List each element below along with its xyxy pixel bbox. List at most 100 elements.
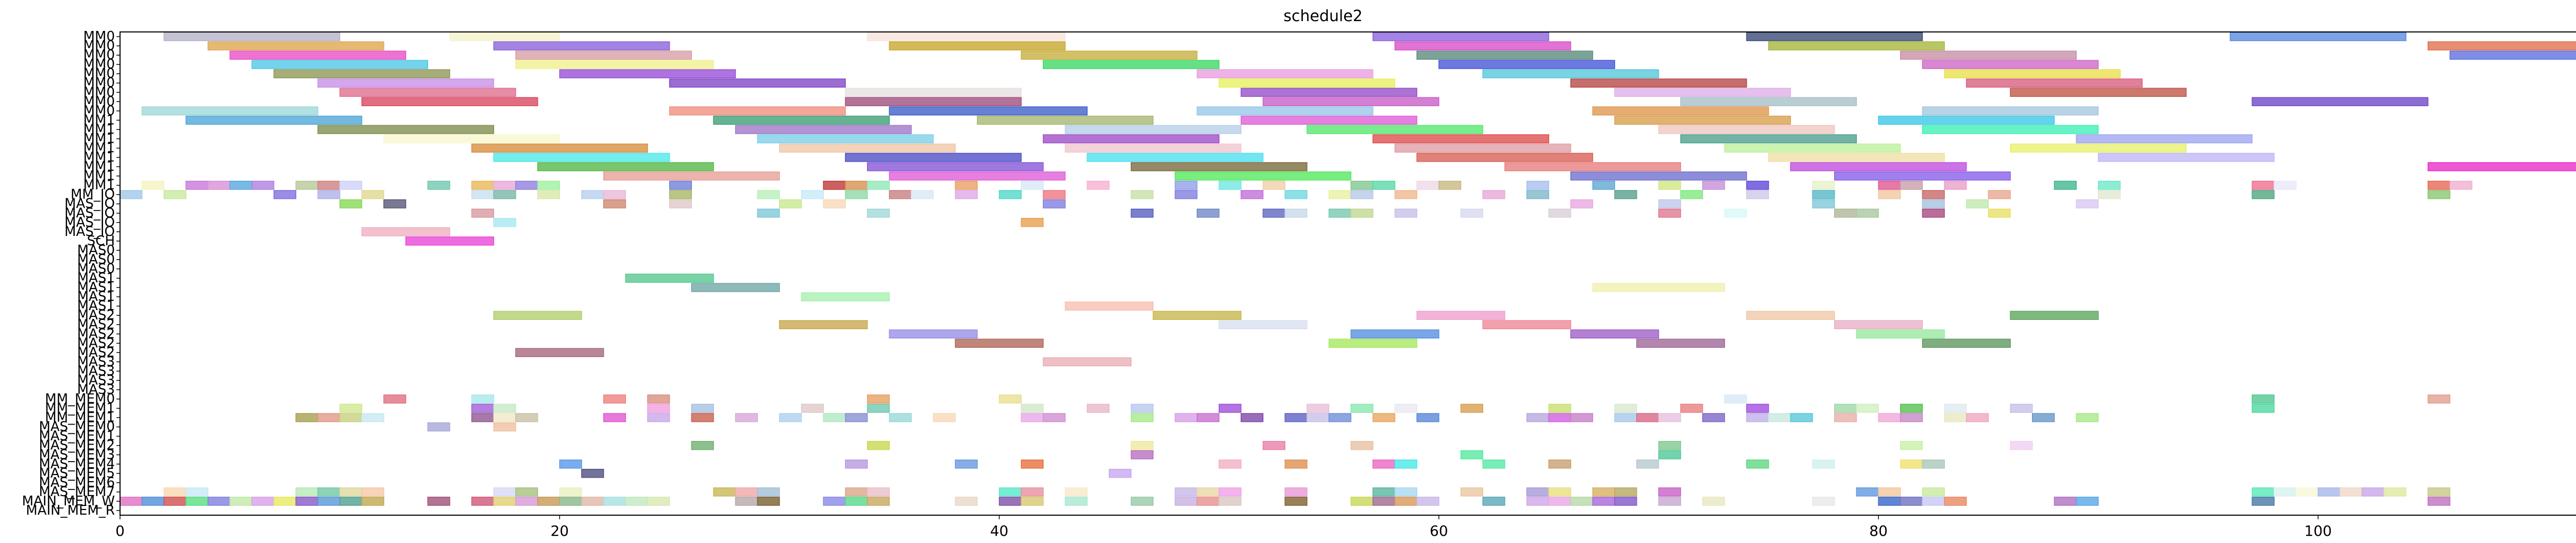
task-bar: [1460, 403, 1483, 413]
task-bar: [361, 227, 450, 236]
task-bar: [295, 497, 318, 506]
task-bar: [669, 199, 692, 209]
y-tick-label: MAS_MEM0: [39, 419, 115, 435]
task-bar: [559, 460, 582, 469]
task-bar: [2076, 413, 2099, 422]
task-bar: [2054, 497, 2077, 506]
task-bar: [955, 497, 978, 506]
task-bar: [1944, 413, 1967, 422]
task-bar: [2449, 50, 2576, 60]
task-bar: [1482, 69, 1659, 78]
task-bar: [889, 41, 1066, 50]
task-bar: [1856, 403, 1879, 413]
task-bar: [1900, 460, 1923, 469]
task-bar: [1570, 171, 1747, 181]
task-bar: [251, 60, 429, 69]
task-bar: [1130, 413, 1154, 422]
y-tick-label: MM0: [83, 29, 115, 44]
task-bar: [845, 97, 1022, 107]
y-tick-label: MAS_MEM6: [39, 475, 115, 490]
task-bar: [1350, 208, 1374, 218]
task-bar: [1900, 403, 1923, 413]
task-bar: [1416, 311, 1505, 320]
task-bar: [1175, 497, 1198, 506]
task-bar: [295, 180, 318, 190]
task-bar: [691, 283, 780, 292]
task-bar: [339, 199, 363, 209]
task-bar: [1394, 190, 1417, 199]
task-bar: [2274, 487, 2297, 497]
task-bar: [2274, 180, 2297, 190]
task-bar: [1922, 487, 1945, 497]
task-bar: [2427, 487, 2451, 497]
task-bar: [1658, 497, 1681, 506]
task-bar: [1922, 208, 1945, 218]
task-bar: [1812, 460, 1835, 469]
task-bar: [801, 403, 824, 413]
task-bar: [1241, 190, 1264, 199]
task-bar: [1922, 125, 2099, 134]
task-bar: [1284, 208, 1308, 218]
task-bar: [1526, 180, 1549, 190]
task-bar: [1196, 487, 1219, 497]
task-bar: [2251, 497, 2275, 506]
task-bar: [603, 171, 780, 181]
task-bar: [559, 487, 582, 497]
y-tick-label: MM0: [83, 47, 115, 63]
task-bar: [2427, 190, 2451, 199]
task-bar: [1482, 497, 1505, 506]
task-bar: [471, 208, 495, 218]
task-bar: [1328, 413, 1351, 422]
task-bar: [2076, 134, 2253, 144]
task-bar: [273, 69, 450, 78]
task-bar: [1746, 311, 1835, 320]
task-bar: [2295, 487, 2319, 497]
task-bar: [1372, 487, 1396, 497]
task-bar: [1218, 403, 1242, 413]
task-bar: [207, 180, 231, 190]
task-bar: [207, 41, 384, 50]
task-bar: [2031, 413, 2055, 422]
task-bar: [317, 413, 341, 422]
task-bar: [1043, 413, 1066, 422]
task-bar: [1262, 440, 1285, 450]
y-tick-label: MAS0: [77, 252, 115, 267]
task-bar: [273, 497, 297, 506]
task-bar: [1812, 497, 1835, 506]
task-bar: [735, 125, 912, 134]
task-bar: [1175, 413, 1198, 422]
task-bar: [1724, 143, 1901, 153]
task-bar: [1460, 208, 1483, 218]
task-bar: [2427, 41, 2576, 50]
task-bar: [1570, 199, 1594, 209]
task-bar: [559, 69, 736, 78]
task-bar: [141, 180, 165, 190]
task-bar: [2010, 143, 2187, 153]
task-bar: [1394, 208, 1417, 218]
y-tick-label: MAS_MEM1: [39, 429, 115, 444]
task-bar: [1548, 403, 1571, 413]
task-bar: [1043, 190, 1066, 199]
task-bar: [647, 413, 670, 422]
task-bar: [1218, 78, 1396, 88]
task-bar: [1196, 497, 1219, 506]
task-bar: [933, 413, 956, 422]
y-tick-label: MAS_MEM2: [39, 438, 115, 453]
task-bar: [493, 180, 516, 190]
task-bar: [1592, 283, 1725, 292]
task-bar: [1087, 403, 1110, 413]
task-bar: [1262, 208, 1285, 218]
task-bar: [2427, 497, 2451, 506]
task-bar: [2229, 32, 2406, 41]
task-bar: [735, 487, 758, 497]
task-bar: [691, 413, 714, 422]
task-bar: [1218, 180, 1242, 190]
task-bar: [1196, 208, 1219, 218]
task-bar: [1350, 329, 1439, 339]
task-bar: [229, 497, 252, 506]
task-bar: [1328, 190, 1351, 199]
y-tick-label: MM_IO: [71, 187, 115, 202]
task-bar: [1702, 497, 1725, 506]
task-bar: [1856, 329, 1945, 339]
task-bar: [1438, 180, 1462, 190]
